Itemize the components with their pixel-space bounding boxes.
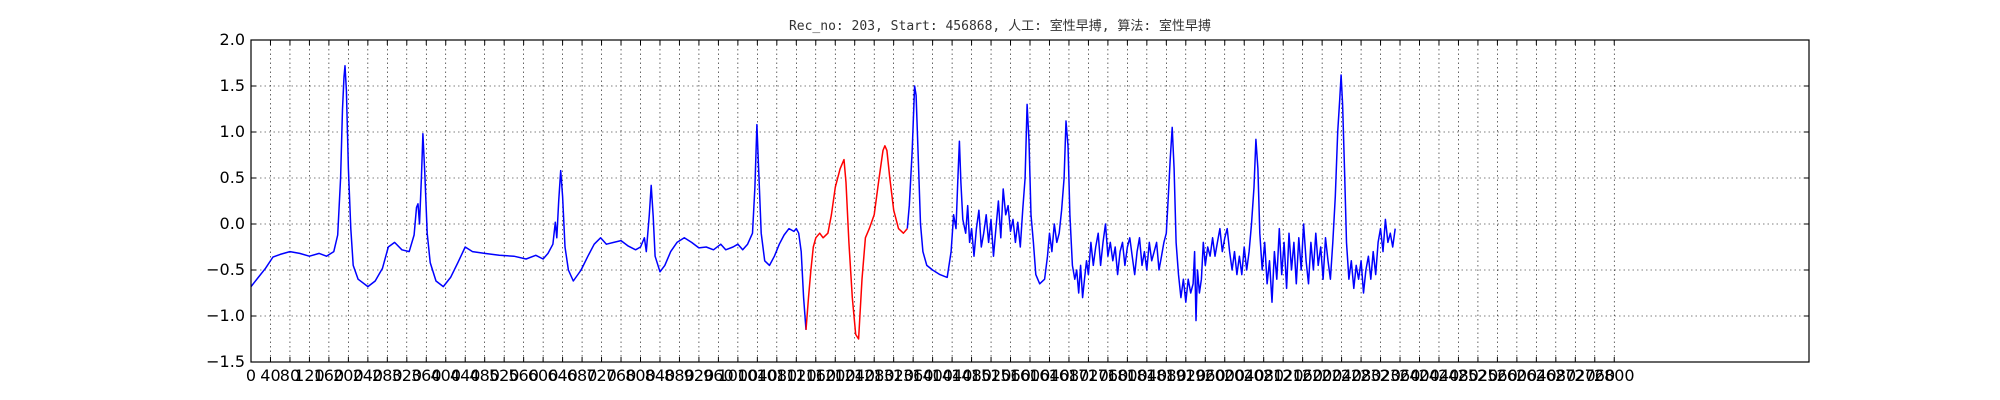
x-tick-label: 2240	[1321, 366, 1362, 385]
x-tick-label: 800	[625, 366, 656, 385]
x-tick-label: 960	[703, 366, 734, 385]
x-tick-label: 2200	[1302, 366, 1343, 385]
series-line	[805, 145, 908, 340]
y-axis-ticks: −1.5 −1.0 −0.5 0.0 0.5 1.0 1.5 2.0	[206, 30, 1809, 371]
x-tick-label: 40	[260, 366, 280, 385]
x-tick-label: 2000	[1204, 366, 1245, 385]
x-tick-label: 2800	[1594, 366, 1635, 385]
x-tick-label: 1200	[815, 366, 856, 385]
x-tick-label: 1800	[1107, 366, 1148, 385]
x-axis-ticks: 0 40 8012016020024028032036040044048052056…	[246, 40, 1635, 385]
y-tick-label: 0.5	[220, 168, 245, 187]
series-group	[250, 65, 1396, 340]
x-tick-label: 360	[411, 366, 442, 385]
x-tick-label: 0	[246, 366, 256, 385]
x-tick-label: 2320	[1360, 366, 1401, 385]
x-tick-label: 1240	[834, 366, 875, 385]
x-tick-label: 160	[314, 366, 345, 385]
series-line	[906, 74, 1396, 322]
x-tick-label: 1960	[1185, 366, 1226, 385]
x-tick-label: 1840	[1126, 366, 1167, 385]
x-tick-label: 2440	[1419, 366, 1460, 385]
x-tick-label: 200	[333, 366, 364, 385]
x-tick-label: 80	[280, 366, 300, 385]
x-tick-label: 2040	[1224, 366, 1265, 385]
x-tick-label: 2120	[1263, 366, 1304, 385]
x-tick-label: 1560	[990, 366, 1031, 385]
x-tick-label: 1720	[1068, 366, 1109, 385]
x-tick-label: 2360	[1380, 366, 1421, 385]
x-tick-label: 1400	[912, 366, 953, 385]
y-tick-label: 1.0	[220, 122, 245, 141]
x-tick-label: 1920	[1165, 366, 1206, 385]
y-tick-label: −0.5	[206, 260, 245, 279]
x-tick-label: 400	[430, 366, 461, 385]
x-tick-label: 1600	[1010, 366, 1051, 385]
x-tick-label: 240	[353, 366, 384, 385]
x-tick-label: 1760	[1088, 366, 1129, 385]
x-tick-label: 440	[450, 366, 481, 385]
x-tick-label: 2400	[1399, 366, 1440, 385]
x-tick-label: 1680	[1049, 366, 1090, 385]
x-tick-label: 1480	[951, 366, 992, 385]
x-tick-label: 1160	[795, 366, 836, 385]
x-tick-label: 320	[392, 366, 423, 385]
x-tick-label: 840	[645, 366, 676, 385]
x-tick-label: 2600	[1497, 366, 1538, 385]
x-tick-label: 2760	[1574, 366, 1615, 385]
x-tick-label: 2720	[1555, 366, 1596, 385]
x-tick-label: 920	[684, 366, 715, 385]
y-tick-label: −1.0	[206, 306, 245, 325]
x-tick-label: 720	[586, 366, 617, 385]
x-tick-label: 1440	[932, 366, 973, 385]
x-tick-label: 1520	[971, 366, 1012, 385]
x-tick-label: 2560	[1477, 366, 1518, 385]
x-tick-label: 120	[294, 366, 325, 385]
x-tick-label: 600	[528, 366, 559, 385]
x-tick-label: 2520	[1458, 366, 1499, 385]
x-tick-label: 680	[567, 366, 598, 385]
x-tick-label: 760	[606, 366, 637, 385]
x-tick-label: 280	[372, 366, 403, 385]
y-tick-label: 0.0	[220, 214, 245, 233]
x-tick-label: 2480	[1438, 366, 1479, 385]
y-tick-label: 2.0	[220, 30, 245, 49]
y-tick-label: −1.5	[206, 352, 245, 371]
x-tick-label: 1880	[1146, 366, 1187, 385]
x-tick-label: 1040	[737, 366, 778, 385]
x-tick-label: 560	[508, 366, 539, 385]
y-tick-label: 1.5	[220, 76, 245, 95]
x-tick-label: 1320	[873, 366, 914, 385]
x-tick-label: 1280	[854, 366, 895, 385]
x-tick-label: 2160	[1282, 366, 1323, 385]
x-tick-label: 2280	[1341, 366, 1382, 385]
x-tick-label: 1640	[1029, 366, 1070, 385]
x-tick-label: 1000	[718, 366, 759, 385]
x-tick-label: 640	[547, 366, 578, 385]
x-tick-label: 1360	[893, 366, 934, 385]
x-tick-label: 2640	[1516, 366, 1557, 385]
series-line	[250, 65, 807, 330]
x-tick-label: 480	[469, 366, 500, 385]
x-tick-label: 880	[664, 366, 695, 385]
x-tick-label: 1080	[756, 366, 797, 385]
x-tick-label: 2680	[1535, 366, 1576, 385]
x-tick-label: 520	[489, 366, 520, 385]
chart-title: Rec_no: 203, Start: 456868, 人工: 室性早搏, 算法…	[789, 18, 1211, 34]
x-tick-label: 2080	[1243, 366, 1284, 385]
x-tick-label: 1120	[776, 366, 817, 385]
